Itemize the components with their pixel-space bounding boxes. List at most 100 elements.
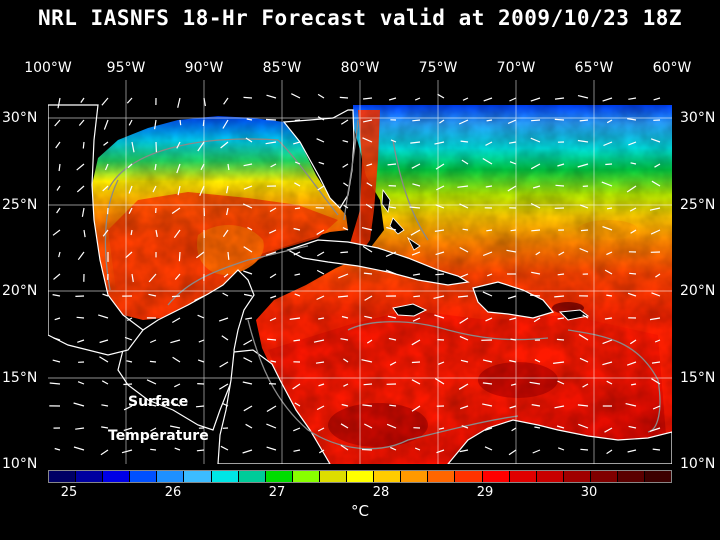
colorbar-bin — [347, 471, 375, 482]
wind-vector — [101, 97, 109, 106]
wind-vector — [101, 426, 109, 429]
wind-vector — [53, 273, 61, 280]
wind-vector — [530, 294, 541, 297]
wind-vector — [100, 449, 109, 456]
wind-vector — [361, 448, 373, 451]
wind-vector — [269, 317, 277, 322]
wind-vector — [58, 163, 61, 172]
wind-vector — [554, 118, 565, 121]
wind-vector — [265, 251, 277, 256]
wind-vector — [128, 207, 133, 214]
land-puerto-rico — [558, 309, 590, 321]
wind-vector — [459, 449, 469, 453]
wind-vector — [652, 405, 661, 410]
wind-vector — [227, 163, 230, 171]
wind-vector — [482, 157, 493, 165]
wind-vector — [218, 317, 229, 322]
wind-vector — [385, 251, 397, 258]
wind-vector — [435, 251, 445, 256]
wind-vector — [73, 446, 85, 451]
wind-vector — [341, 315, 349, 319]
wind-vector — [82, 141, 85, 149]
wind-vector — [531, 271, 541, 275]
graticule — [48, 80, 672, 464]
wind-vector — [293, 449, 301, 452]
wind-vector — [365, 203, 373, 209]
wind-vector — [174, 383, 181, 388]
colorbar-bin — [401, 471, 429, 482]
wind-vector — [604, 427, 613, 433]
wind-vector — [459, 335, 469, 341]
wind-vector — [649, 317, 661, 321]
wind-vector — [341, 403, 349, 407]
wind-vector — [510, 338, 517, 341]
lon-label: 60°W — [652, 60, 692, 76]
wind-vector — [270, 360, 277, 363]
wind-vector — [177, 185, 181, 196]
wind-vector — [54, 317, 61, 321]
wind-vector — [292, 383, 301, 390]
wind-vector — [654, 163, 661, 168]
wind-vector — [649, 207, 661, 211]
colorbar-tick: 25 — [60, 485, 78, 500]
sst-map-canvas — [47, 80, 673, 465]
wind-vector — [388, 337, 397, 341]
wind-vector — [316, 229, 325, 236]
wind-vector — [414, 447, 421, 451]
wind-vector — [412, 317, 421, 322]
wind-vector — [337, 295, 349, 298]
wind-vector — [179, 119, 182, 126]
wind-vector — [604, 269, 613, 275]
colorbar-bin — [509, 471, 537, 482]
wind-vector — [557, 317, 565, 320]
wind-vector — [293, 251, 301, 256]
wind-vector — [577, 163, 589, 168]
wind-vector — [361, 227, 373, 231]
wind-vector — [102, 229, 109, 237]
wind-vector — [176, 141, 181, 149]
wind-vector — [506, 249, 517, 253]
wind-vector — [340, 119, 349, 125]
wind-vector — [558, 251, 565, 256]
colorbar-bin — [211, 471, 239, 482]
wind-vector — [533, 317, 541, 323]
wind-vector — [390, 139, 397, 143]
wind-vector — [460, 405, 469, 410]
wind-vector — [530, 137, 541, 143]
wind-vector — [411, 339, 421, 346]
wind-vector — [482, 291, 493, 297]
wind-vector — [221, 335, 229, 341]
wind-vector — [602, 361, 613, 366]
wind-vector — [459, 273, 469, 278]
lat-label: 30°N — [2, 110, 38, 126]
wind-vector — [579, 247, 589, 253]
wind-vector — [412, 119, 421, 122]
wind-vector — [553, 361, 565, 364]
wind-vector — [435, 273, 445, 276]
wind-vector — [318, 449, 325, 454]
wind-vector — [482, 359, 493, 363]
sst-map: Surface Temperature — [47, 80, 673, 465]
wind-vector — [578, 423, 589, 429]
wind-vector — [226, 185, 229, 194]
lon-label: 85°W — [262, 60, 302, 76]
wind-vector — [412, 183, 421, 187]
wind-vector — [104, 163, 109, 171]
wind-vector — [294, 119, 301, 122]
wind-vector — [76, 163, 85, 171]
wind-vector — [123, 383, 133, 386]
wind-vector — [52, 229, 61, 236]
wind-vector — [458, 383, 469, 390]
colorbar-bin — [374, 471, 402, 482]
wind-vector — [199, 185, 205, 196]
wind-vector — [414, 97, 421, 101]
wind-vector — [80, 97, 85, 103]
wind-vector — [363, 272, 373, 275]
wind-vector — [411, 361, 421, 364]
wind-vector — [316, 138, 325, 143]
map-label-temperature: Temperature — [108, 428, 209, 444]
wind-vector — [629, 272, 637, 275]
colorbar-bin — [130, 471, 158, 482]
wind-vector — [313, 339, 325, 343]
wind-vector — [223, 97, 229, 105]
